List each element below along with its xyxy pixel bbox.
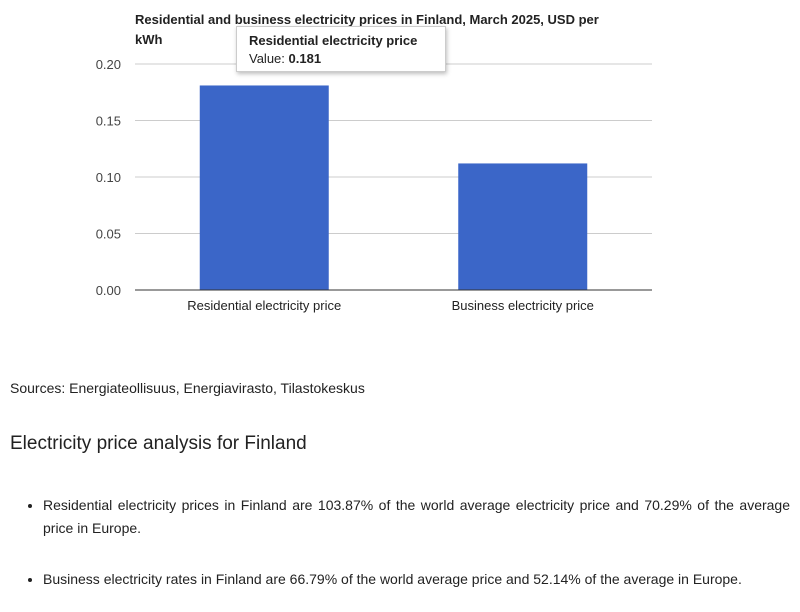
bar [199, 85, 329, 290]
tooltip-value: 0.181 [288, 51, 322, 66]
y-tick-label: 0.15 [96, 114, 121, 129]
sources-text: Sources: Energiateollisuus, Energiaviras… [10, 380, 365, 396]
y-tick-label: 0.00 [96, 283, 121, 298]
y-tick-label: 0.20 [96, 57, 121, 72]
tooltip-title: Residential electricity price [249, 33, 418, 48]
analysis-item: Business electricity rates in Finland ar… [43, 568, 790, 591]
analysis-heading: Electricity price analysis for Finland [10, 433, 307, 454]
tooltip-value-label: Value: [249, 51, 285, 66]
chart-title: Residential and business electricity pri… [135, 12, 599, 47]
y-tick-label: 0.10 [96, 170, 121, 185]
analysis-item: Residential electricity prices in Finlan… [43, 494, 790, 540]
bar-chart: 0.00 0.05 0.10 0.15 0.20 Residential electric… [96, 57, 652, 313]
x-tick-label: Business electricity price [452, 298, 594, 313]
chart-tooltip: Residential electricity price Value: 0.1… [236, 26, 446, 72]
x-tick-label: Residential electricity price [187, 298, 341, 313]
y-tick-label: 0.05 [96, 227, 121, 242]
analysis-list: Residential electricity prices in Finlan… [0, 494, 790, 591]
bar [458, 163, 588, 290]
